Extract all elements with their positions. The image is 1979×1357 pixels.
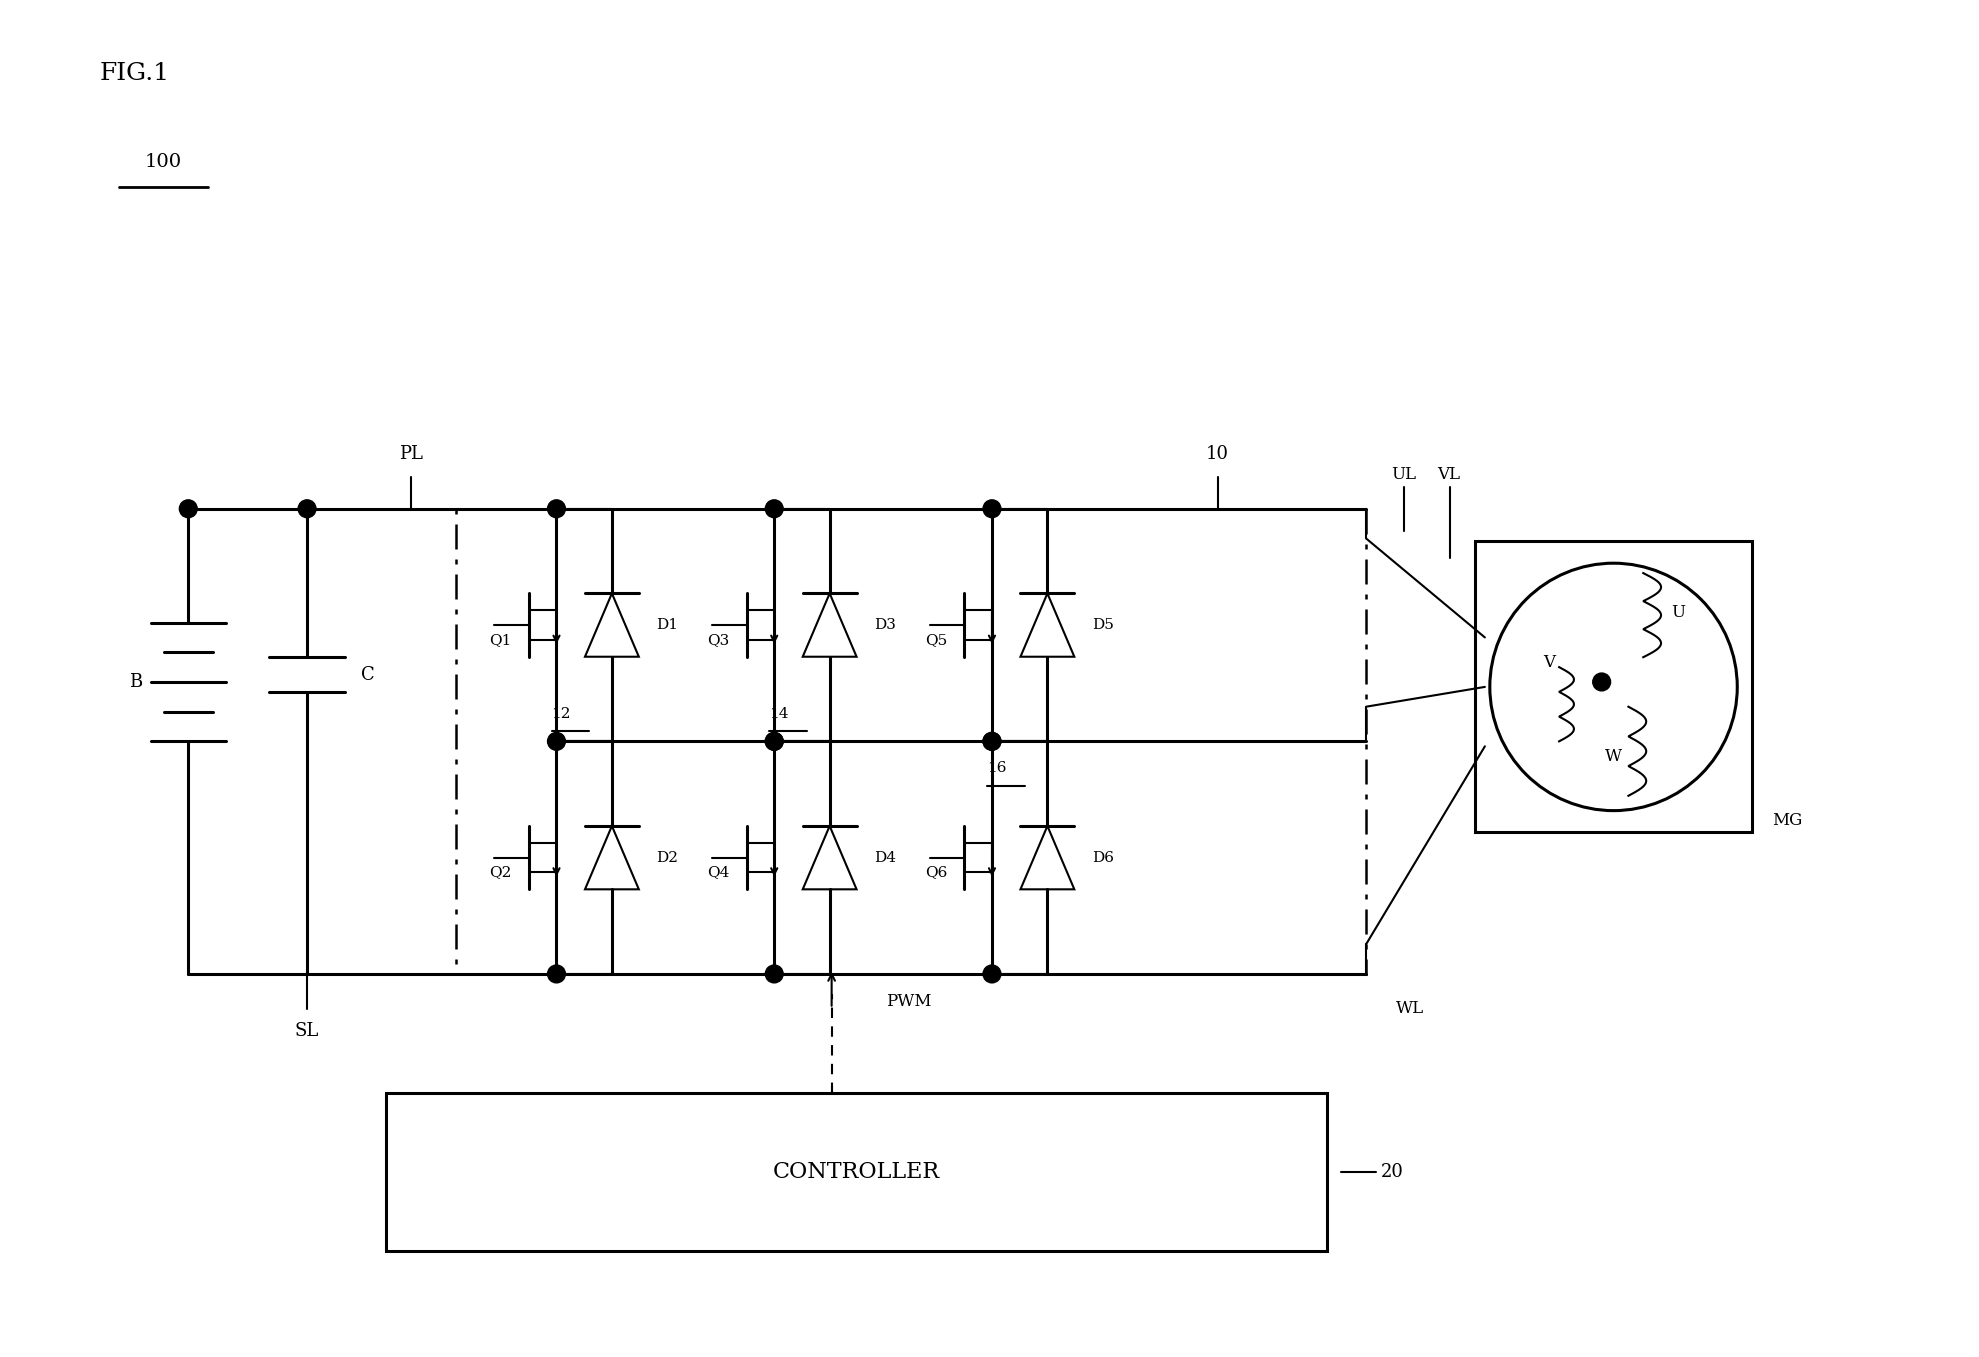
Text: D2: D2: [657, 851, 679, 864]
Text: W: W: [1605, 748, 1623, 765]
Circle shape: [548, 499, 566, 517]
Text: D4: D4: [875, 851, 896, 864]
Text: D5: D5: [1092, 617, 1114, 632]
Circle shape: [984, 733, 1001, 750]
Circle shape: [766, 733, 784, 750]
Circle shape: [984, 733, 1001, 750]
Text: U: U: [1670, 604, 1684, 622]
Text: D3: D3: [875, 617, 896, 632]
Text: V: V: [1544, 654, 1555, 670]
Text: Q6: Q6: [924, 866, 948, 879]
Text: PL: PL: [400, 445, 424, 463]
Text: FIG.1: FIG.1: [99, 62, 170, 84]
Text: B: B: [129, 673, 142, 691]
Circle shape: [548, 965, 566, 982]
Text: MG: MG: [1771, 811, 1803, 829]
Circle shape: [180, 499, 198, 517]
Text: Q3: Q3: [707, 632, 728, 647]
Circle shape: [984, 499, 1001, 517]
Text: 10: 10: [1205, 445, 1229, 463]
Bar: [386, 1092, 1326, 1251]
Text: D1: D1: [657, 617, 679, 632]
Text: 20: 20: [1381, 1163, 1403, 1181]
Circle shape: [766, 733, 784, 750]
Text: SL: SL: [295, 1022, 319, 1041]
Text: 12: 12: [552, 707, 572, 721]
Text: Q4: Q4: [707, 866, 730, 879]
Text: Q2: Q2: [489, 866, 511, 879]
Text: C: C: [362, 666, 376, 684]
Text: PWM: PWM: [887, 993, 932, 1010]
Circle shape: [548, 733, 566, 750]
Text: VL: VL: [1437, 465, 1461, 483]
Circle shape: [766, 965, 784, 982]
Circle shape: [1593, 673, 1611, 691]
Text: 14: 14: [770, 707, 790, 721]
Text: D6: D6: [1092, 851, 1114, 864]
Bar: [1474, 541, 1751, 832]
Text: CONTROLLER: CONTROLLER: [774, 1160, 940, 1183]
Circle shape: [766, 499, 784, 517]
Bar: [455, 509, 1366, 974]
Text: Q5: Q5: [924, 632, 946, 647]
Circle shape: [984, 965, 1001, 982]
Text: 100: 100: [144, 153, 182, 171]
Text: WL: WL: [1395, 1000, 1425, 1018]
Circle shape: [299, 499, 317, 517]
Text: UL: UL: [1391, 465, 1415, 483]
Text: Q1: Q1: [489, 632, 511, 647]
Text: 16: 16: [988, 761, 1007, 775]
